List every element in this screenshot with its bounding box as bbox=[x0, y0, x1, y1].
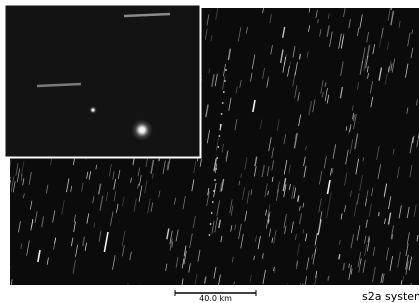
streak bbox=[14, 287, 15, 293]
inset-frame bbox=[5, 5, 201, 158]
bright-star bbox=[131, 119, 153, 141]
streak bbox=[378, 212, 379, 216]
streak bbox=[9, 266, 10, 273]
streak bbox=[47, 287, 49, 300]
streak bbox=[8, 177, 10, 189]
object-trail-dot bbox=[213, 190, 215, 192]
streak bbox=[299, 54, 300, 59]
streak bbox=[343, 286, 345, 297]
streak bbox=[71, 288, 73, 301]
object-trail-dot bbox=[214, 179, 216, 181]
streak bbox=[136, 285, 139, 301]
streak bbox=[328, 276, 329, 281]
streak bbox=[322, 92, 323, 97]
object-trail-dot bbox=[225, 69, 227, 71]
streak bbox=[111, 286, 114, 301]
streak bbox=[339, 254, 340, 259]
screenshot: 40.0 km s2a systems bbox=[0, 0, 419, 303]
object-trail-dot bbox=[212, 201, 214, 203]
star bbox=[89, 106, 97, 114]
object-trail-dot bbox=[217, 146, 219, 148]
streak bbox=[301, 284, 304, 298]
object-trail-dot bbox=[221, 113, 223, 115]
inset-image bbox=[5, 5, 201, 158]
object-trail-dot bbox=[216, 157, 218, 159]
object-trail-dot bbox=[209, 234, 211, 236]
streak bbox=[311, 285, 312, 291]
streak bbox=[209, 287, 210, 292]
streak bbox=[130, 288, 131, 292]
object-trail-dot bbox=[222, 102, 224, 104]
page: 40.0 km s2a systems (() => { const data … bbox=[0, 0, 419, 303]
object-trail-dot bbox=[224, 80, 226, 82]
object-trail-dot bbox=[211, 212, 213, 214]
object-trail-dot bbox=[215, 168, 217, 170]
object-trail-dot bbox=[220, 124, 222, 126]
scale-label: 40.0 km bbox=[199, 294, 232, 303]
streak bbox=[325, 82, 326, 86]
object-trail-dot bbox=[219, 135, 221, 137]
streak bbox=[391, 4, 392, 10]
streak bbox=[166, 286, 168, 297]
credit: s2a systems bbox=[362, 290, 419, 303]
object-trail-dot bbox=[210, 223, 212, 225]
object-trail-dot bbox=[223, 91, 225, 93]
